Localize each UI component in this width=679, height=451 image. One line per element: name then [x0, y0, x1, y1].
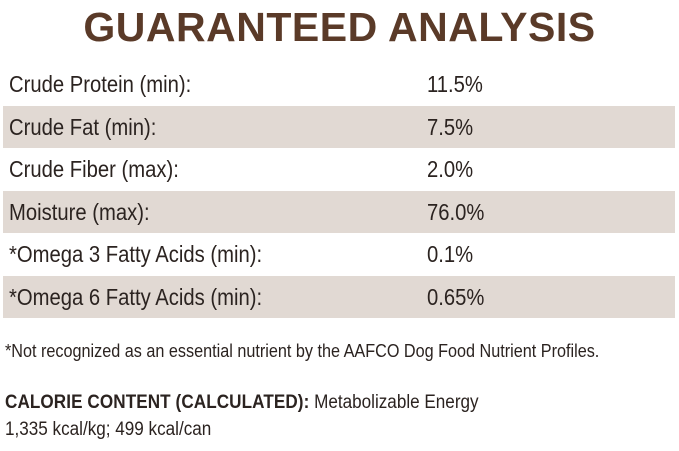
calorie-content-heading-line: CALORIE CONTENT (CALCULATED): Metaboliza…: [5, 389, 612, 416]
nutrient-name: *Omega 6 Fatty Acids (min):: [9, 283, 263, 310]
nutrient-value: 76.0%: [427, 198, 485, 225]
table-row: Crude Protein (min): 11.5%: [3, 63, 675, 106]
nutrient-value: 0.1%: [427, 241, 474, 267]
nutrient-name: Crude Protein (min):: [9, 71, 192, 97]
nutrient-name: *Omega 3 Fatty Acids (min):: [9, 241, 263, 267]
calorie-content-heading: CALORIE CONTENT (CALCULATED):: [5, 392, 310, 413]
table-row: Crude Fiber (max): 2.0%: [3, 148, 675, 191]
calorie-values: 1,335 kcal/kg; 499 kcal/can: [5, 419, 212, 440]
nutrient-value: 0.65%: [427, 283, 485, 310]
nutrient-value: 7.5%: [427, 113, 474, 140]
table-row: Crude Fat (min): 7.5%: [3, 105, 675, 148]
table-row: Moisture (max): 76.0%: [3, 190, 675, 233]
table-row: *Omega 6 Fatty Acids (min): 0.65%: [3, 275, 675, 318]
table-row: *Omega 3 Fatty Acids (min): 0.1%: [3, 233, 675, 276]
nutrient-value: 11.5%: [427, 71, 483, 97]
aafco-footnote: *Not recognized as an essential nutrient…: [5, 341, 600, 361]
page-title: GUARANTEED ANALYSIS: [83, 4, 596, 50]
calorie-energy-type: Metabolizable Energy: [314, 392, 479, 413]
nutrient-name: Moisture (max):: [9, 198, 150, 225]
nutrient-value: 2.0%: [427, 156, 474, 182]
calorie-content-section: CALORIE CONTENT (CALCULATED): Metaboliza…: [5, 389, 679, 443]
nutrient-name: Crude Fat (min):: [9, 113, 157, 140]
guaranteed-analysis-table: Crude Protein (min): 11.5% Crude Fat (mi…: [0, 63, 679, 318]
nutrient-name: Crude Fiber (max):: [9, 156, 179, 182]
